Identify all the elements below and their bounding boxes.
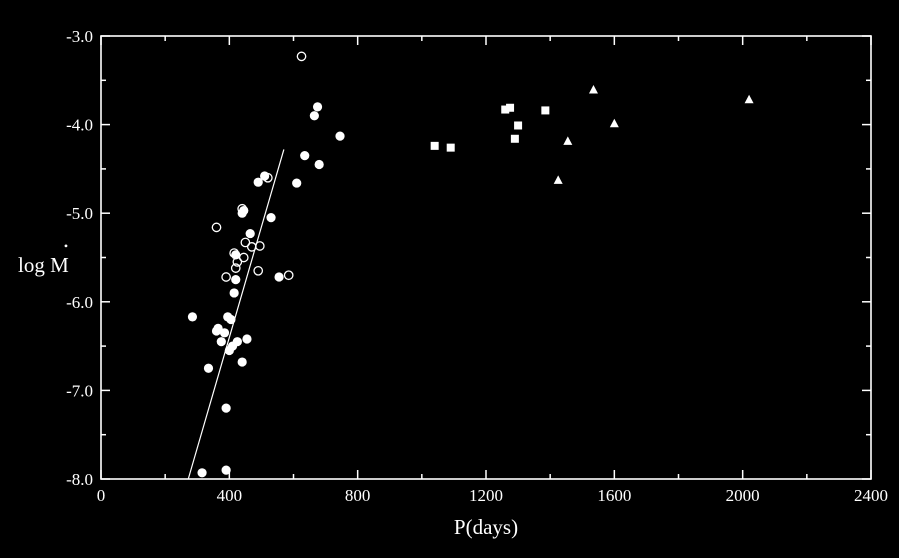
fit-line-layer — [187, 149, 285, 480]
data-point-filled-circle — [292, 178, 302, 188]
data-point-filled-square — [430, 141, 439, 150]
y-axis-label-dot: • — [64, 239, 68, 253]
data-point-open-circle — [238, 252, 249, 263]
data-point-filled-triangle — [563, 136, 573, 145]
data-point-filled-circle — [213, 323, 223, 333]
y-axis-label: log M — [18, 253, 69, 277]
data-point-filled-circle — [221, 465, 231, 475]
data-point-filled-square — [501, 105, 510, 114]
data-point-filled-circle — [239, 205, 249, 216]
x-tick-label: 400 — [217, 486, 243, 505]
data-point-filled-circle — [242, 334, 252, 344]
data-point-filled-circle — [253, 177, 263, 187]
data-point-filled-triangle — [588, 85, 598, 94]
data-point-filled-circle — [197, 468, 207, 478]
data-point-filled-square — [541, 106, 550, 115]
data-point-open-circle — [237, 203, 248, 214]
y-tick-label: -4.0 — [66, 116, 93, 135]
data-point-filled-circle — [216, 337, 226, 347]
data-point-open-circle — [262, 172, 273, 183]
data-point-filled-circle — [245, 228, 255, 239]
x-tick-label: 1200 — [469, 486, 503, 505]
data-point-open-circle — [221, 272, 231, 282]
data-point-open-circle — [232, 257, 243, 267]
data-point-filled-circle — [274, 272, 284, 282]
data-point-filled-circle — [226, 314, 236, 325]
data-point-filled-square — [510, 134, 519, 143]
data-point-open-circle — [283, 270, 294, 281]
fit-line — [187, 149, 285, 480]
tick-layer — [100, 35, 872, 480]
data-point-filled-triangle — [609, 118, 619, 128]
data-point-open-circle — [230, 263, 241, 273]
data-point-filled-circle — [203, 363, 214, 373]
x-tick-label: 2400 — [854, 486, 888, 505]
data-point-filled-circle — [312, 102, 323, 112]
data-point-filled-circle — [231, 275, 241, 285]
data-point-filled-circle — [221, 403, 231, 413]
data-point-filled-square — [514, 121, 523, 130]
data-point-open-circle — [253, 265, 264, 276]
data-point-filled-circle — [229, 288, 239, 298]
data-point-filled-circle — [309, 111, 319, 121]
marker-layer — [187, 51, 754, 478]
data-point-filled-circle — [237, 357, 247, 367]
data-point-filled-triangle — [553, 175, 563, 184]
y-tick-label: -6.0 — [66, 293, 93, 312]
data-point-open-circle — [240, 237, 251, 248]
tick-label-layer: 0 400 800 1200 1600 2000 2400 -3.0 -4.0 -5.0 -6.0 -… — [66, 27, 888, 505]
data-point-open-circle — [254, 241, 265, 251]
data-point-filled-square — [506, 103, 515, 112]
data-point-filled-circle — [300, 151, 310, 161]
data-point-filled-circle — [314, 159, 324, 170]
data-point-open-circle — [296, 51, 307, 62]
data-point-open-circle — [211, 222, 222, 233]
data-point-open-circle — [229, 248, 239, 258]
data-point-filled-circle — [266, 213, 276, 223]
x-tick-label: 2000 — [726, 486, 760, 505]
data-point-filled-circle — [232, 337, 242, 347]
data-point-filled-circle — [335, 131, 345, 141]
y-tick-label: -5.0 — [66, 204, 93, 223]
x-tick-label: 800 — [345, 486, 371, 505]
x-tick-label: 0 — [97, 486, 106, 505]
data-point-filled-circle — [219, 328, 230, 338]
data-point-filled-circle — [187, 312, 198, 322]
y-tick-label: -8.0 — [66, 470, 93, 489]
x-tick-label: 1600 — [597, 486, 631, 505]
data-point-filled-square — [446, 143, 455, 152]
data-point-filled-triangle — [744, 94, 754, 104]
y-tick-label: -7.0 — [66, 381, 93, 400]
x-axis-label: P(days) — [454, 515, 518, 539]
y-tick-label: -3.0 — [66, 27, 93, 46]
